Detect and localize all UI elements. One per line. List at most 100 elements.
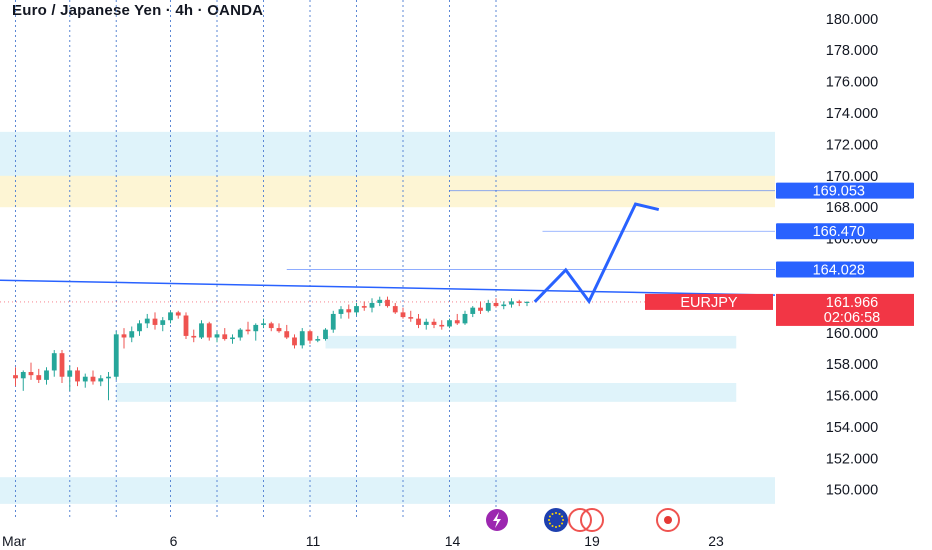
vertical-lines-layer [15, 0, 497, 520]
candle-body [385, 299, 390, 307]
candle [75, 367, 80, 387]
candle-body [13, 375, 18, 379]
candle-body [44, 370, 49, 380]
eu-star [561, 522, 564, 525]
candle [245, 321, 251, 335]
candle-body [160, 320, 166, 325]
candle [346, 304, 352, 319]
lightning-icon [486, 509, 508, 531]
eu-star [548, 522, 551, 525]
price-tick-label: 172.000 [826, 137, 878, 153]
zone-rect [0, 175, 775, 208]
candle-body [168, 312, 173, 321]
candle [144, 313, 150, 329]
zones-layer [0, 131, 775, 504]
japan-flag-icon [656, 508, 680, 532]
symbol-tag [645, 293, 773, 310]
candle [36, 368, 42, 384]
candle-body [354, 306, 359, 313]
lightning-icon-glyph [493, 512, 501, 528]
candle [222, 328, 228, 341]
current-price-tag [776, 293, 914, 326]
candles-layer [13, 296, 530, 401]
candle-body [400, 312, 406, 318]
candle-body [129, 331, 135, 338]
candle [307, 329, 313, 344]
candle [416, 313, 421, 329]
candle [385, 296, 390, 308]
candle-body [230, 337, 235, 340]
eu-star [551, 525, 554, 528]
candle [439, 320, 445, 330]
trend-layer [0, 202, 776, 305]
candle [13, 367, 18, 387]
candle [90, 370, 96, 385]
candle [214, 331, 220, 343]
price-tick-label: 150.000 [826, 483, 878, 499]
candle [323, 328, 328, 341]
candle-body [175, 312, 181, 316]
eu-star [551, 512, 554, 515]
candle [121, 328, 127, 349]
candle [354, 302, 359, 316]
eu-star [555, 512, 557, 514]
candle-body [222, 334, 228, 340]
candle [51, 350, 57, 377]
candle [237, 328, 243, 341]
zone-rect [325, 335, 737, 349]
candle [137, 320, 142, 336]
eu-star [558, 525, 561, 528]
candle-body [369, 302, 375, 308]
price-tick-label: 156.000 [826, 389, 878, 405]
candle-body [51, 353, 57, 371]
candle-body [377, 299, 383, 303]
price-tick-label: 180.000 [826, 12, 878, 28]
bottom-icons [486, 508, 680, 532]
zone-rect [0, 131, 775, 179]
candle-body [245, 329, 251, 332]
price-tick-label: 158.000 [826, 357, 878, 373]
candle-body [183, 315, 189, 336]
candle-body [292, 337, 297, 346]
candle-body [67, 370, 73, 377]
price-tick-label: 174.000 [826, 106, 878, 122]
eu-flag-icon-bg [544, 508, 568, 532]
price-axis: 180.000 178.000 176.000 174.000 172.000 170.0… [645, 0, 932, 550]
candle [276, 323, 282, 333]
candle [175, 310, 181, 319]
candle-body [408, 317, 414, 319]
candle-body [361, 306, 367, 308]
candle [199, 320, 204, 340]
eu-star [561, 515, 564, 518]
candle [261, 318, 266, 329]
candle-body [206, 323, 212, 338]
chart-title: Euro / Japanese Yen · 4h · OANDA [12, 2, 264, 19]
candle [338, 306, 344, 319]
zone-rect [116, 383, 737, 402]
price-tick-label: 176.000 [826, 75, 878, 91]
candle [67, 365, 73, 391]
candle [509, 298, 514, 308]
eu-star [548, 519, 550, 521]
level-tag [776, 261, 914, 278]
candle [28, 362, 34, 380]
candle [408, 310, 414, 322]
ring [568, 508, 592, 532]
levels-layer [0, 190, 775, 303]
price-tick-label: 168.000 [826, 200, 878, 216]
candle [183, 312, 189, 340]
eu-flag-icon [544, 508, 604, 532]
candle [447, 318, 452, 329]
candle [160, 317, 166, 332]
candle [454, 313, 460, 325]
candle-body [501, 304, 507, 307]
resistance-trendline [0, 279, 776, 296]
candle-body [315, 339, 321, 341]
price-tick-label: 152.000 [826, 451, 878, 467]
candle-body [299, 331, 305, 346]
candle-body [447, 320, 452, 327]
countdown-label: 02:06:58 [824, 310, 880, 326]
candle-body [478, 307, 483, 311]
candle [106, 372, 111, 401]
